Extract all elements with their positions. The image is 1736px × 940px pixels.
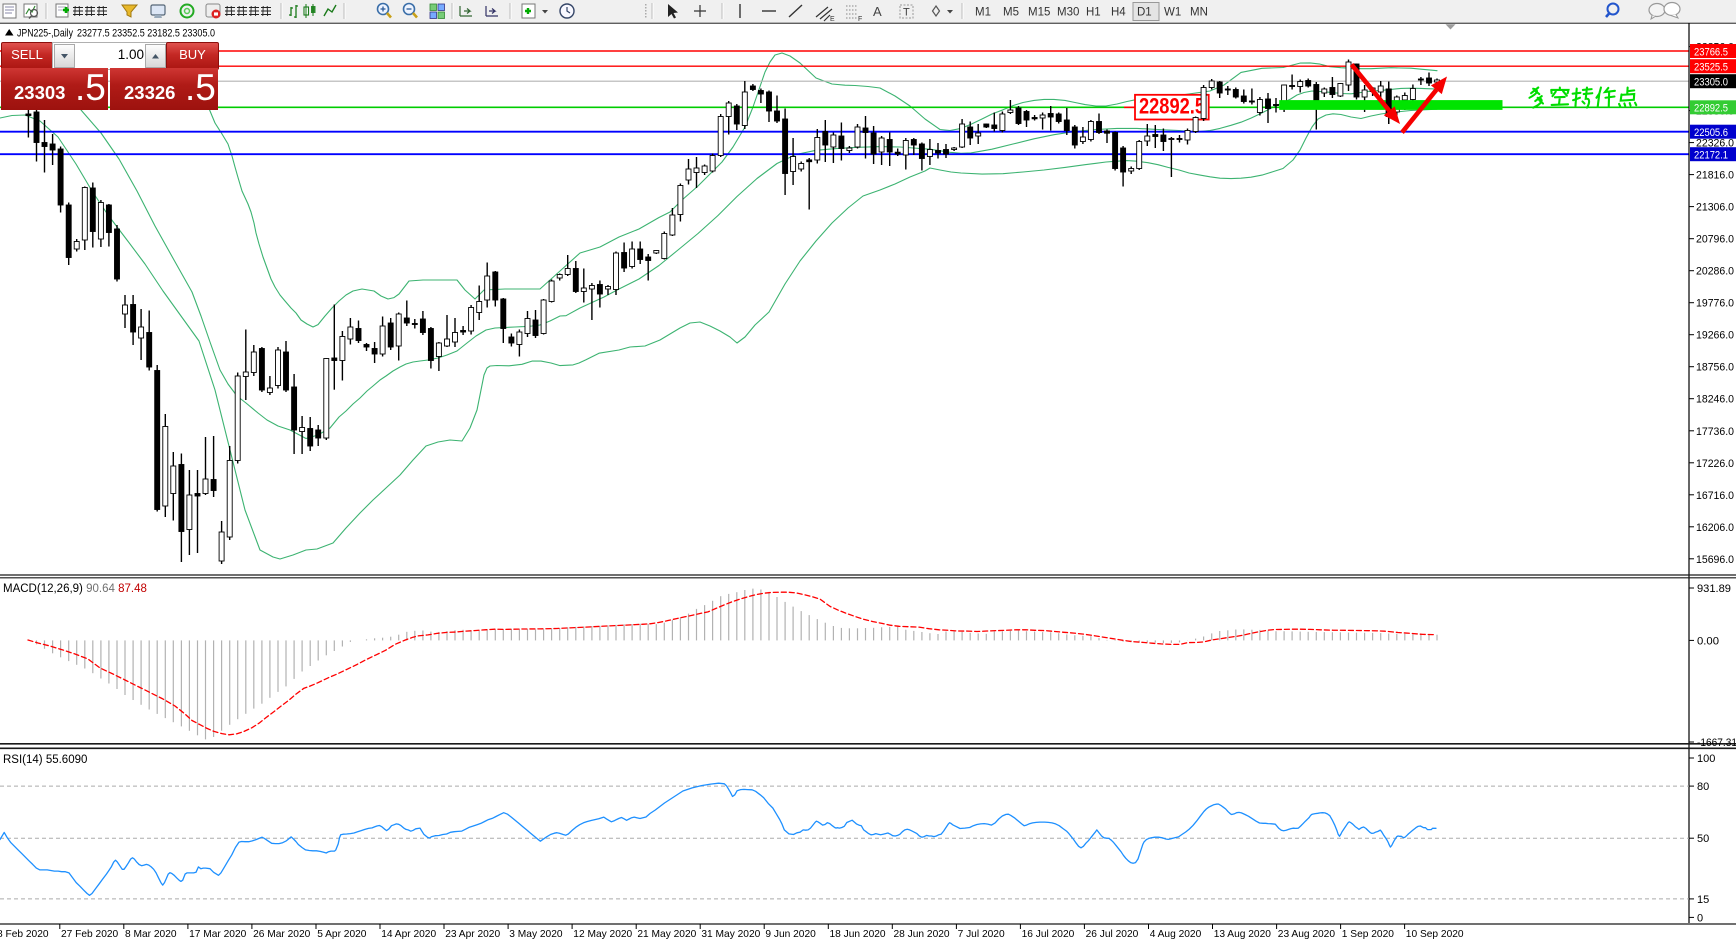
svg-text:W1: W1 xyxy=(1164,7,1181,19)
svg-text:22326.0: 22326.0 xyxy=(1696,138,1734,150)
svg-text:7 Jul 2020: 7 Jul 2020 xyxy=(958,929,1005,940)
svg-text:17736.0: 17736.0 xyxy=(1696,426,1734,438)
svg-text:22172.1: 22172.1 xyxy=(1694,150,1728,162)
svg-text:8 Mar 2020: 8 Mar 2020 xyxy=(125,929,177,940)
svg-text:15: 15 xyxy=(1697,894,1709,906)
svg-text:80: 80 xyxy=(1697,781,1709,793)
svg-text:JPN225-,Daily: JPN225-,Daily xyxy=(17,28,73,40)
svg-text:5 Apr 2020: 5 Apr 2020 xyxy=(317,929,367,940)
svg-text:23 Aug 2020: 23 Aug 2020 xyxy=(1278,929,1336,940)
svg-text:23525.5: 23525.5 xyxy=(1694,62,1728,74)
svg-text:12 May 2020: 12 May 2020 xyxy=(573,929,632,940)
svg-text:23277.5 23352.5 23182.5 23305.: 23277.5 23352.5 23182.5 23305.0 xyxy=(77,28,215,40)
svg-text:M5: M5 xyxy=(1003,7,1019,19)
svg-text:H1: H1 xyxy=(1086,7,1101,19)
svg-text:0: 0 xyxy=(1697,912,1703,924)
svg-text:1 Sep 2020: 1 Sep 2020 xyxy=(1342,929,1394,940)
svg-text:22892.5: 22892.5 xyxy=(1139,94,1205,119)
svg-text:T: T xyxy=(903,7,910,19)
svg-text:0.00: 0.00 xyxy=(1697,635,1719,647)
svg-text:F: F xyxy=(858,16,862,23)
svg-text:16716.0: 16716.0 xyxy=(1696,490,1734,502)
svg-text:28 Jun 2020: 28 Jun 2020 xyxy=(894,929,950,940)
svg-text:MACD(12,26,9) 90.64 87.48: MACD(12,26,9) 90.64 87.48 xyxy=(3,583,147,595)
svg-text:21306.0: 21306.0 xyxy=(1696,202,1734,214)
svg-text:27 Feb 2020: 27 Feb 2020 xyxy=(61,929,119,940)
svg-text:26 Mar 2020: 26 Mar 2020 xyxy=(253,929,311,940)
svg-text:15696.0: 15696.0 xyxy=(1696,554,1734,566)
svg-text:M15: M15 xyxy=(1028,7,1050,19)
svg-text:18 Jun 2020: 18 Jun 2020 xyxy=(830,929,886,940)
svg-text:19266.0: 19266.0 xyxy=(1696,330,1734,342)
svg-text:18246.0: 18246.0 xyxy=(1696,394,1734,406)
svg-text:16 Jul 2020: 16 Jul 2020 xyxy=(1022,929,1075,940)
svg-text:E: E xyxy=(830,16,835,23)
svg-text:3 May 2020: 3 May 2020 xyxy=(509,929,563,940)
svg-text:D1: D1 xyxy=(1137,7,1152,19)
svg-text:931.89: 931.89 xyxy=(1697,583,1731,595)
svg-text:14 Apr 2020: 14 Apr 2020 xyxy=(381,929,436,940)
svg-text:31 May 2020: 31 May 2020 xyxy=(701,929,760,940)
svg-text:18756.0: 18756.0 xyxy=(1696,362,1734,374)
svg-text:23 Apr 2020: 23 Apr 2020 xyxy=(445,929,500,940)
svg-text:17 Mar 2020: 17 Mar 2020 xyxy=(189,929,247,940)
svg-text:-1667.31: -1667.31 xyxy=(1697,737,1736,749)
svg-text:20796.0: 20796.0 xyxy=(1696,234,1734,246)
svg-text:21816.0: 21816.0 xyxy=(1696,170,1734,182)
svg-text:23766.5: 23766.5 xyxy=(1694,46,1728,58)
svg-text:22505.6: 22505.6 xyxy=(1694,127,1728,139)
svg-text:20286.0: 20286.0 xyxy=(1696,266,1734,278)
svg-text:17226.0: 17226.0 xyxy=(1696,458,1734,470)
svg-text:H4: H4 xyxy=(1111,7,1126,19)
svg-text:8 Feb 2020: 8 Feb 2020 xyxy=(0,929,49,940)
svg-text:23305.0: 23305.0 xyxy=(1694,77,1728,89)
svg-text:MN: MN xyxy=(1190,7,1208,19)
svg-text:50: 50 xyxy=(1697,833,1709,845)
svg-text:22892.5: 22892.5 xyxy=(1694,103,1728,115)
svg-text:A: A xyxy=(873,4,882,19)
svg-text:M30: M30 xyxy=(1057,7,1079,19)
svg-text:16206.0: 16206.0 xyxy=(1696,522,1734,534)
svg-text:13 Aug 2020: 13 Aug 2020 xyxy=(1214,929,1272,940)
svg-text:M1: M1 xyxy=(975,7,991,19)
svg-text:21 May 2020: 21 May 2020 xyxy=(637,929,696,940)
svg-text:26 Jul 2020: 26 Jul 2020 xyxy=(1086,929,1139,940)
svg-text:100: 100 xyxy=(1697,753,1715,765)
svg-text:9 Jun 2020: 9 Jun 2020 xyxy=(765,929,816,940)
svg-text:RSI(14) 55.6090: RSI(14) 55.6090 xyxy=(3,754,87,766)
svg-text:19776.0: 19776.0 xyxy=(1696,298,1734,310)
svg-text:10 Sep 2020: 10 Sep 2020 xyxy=(1406,929,1464,940)
svg-text:4 Aug 2020: 4 Aug 2020 xyxy=(1150,929,1202,940)
